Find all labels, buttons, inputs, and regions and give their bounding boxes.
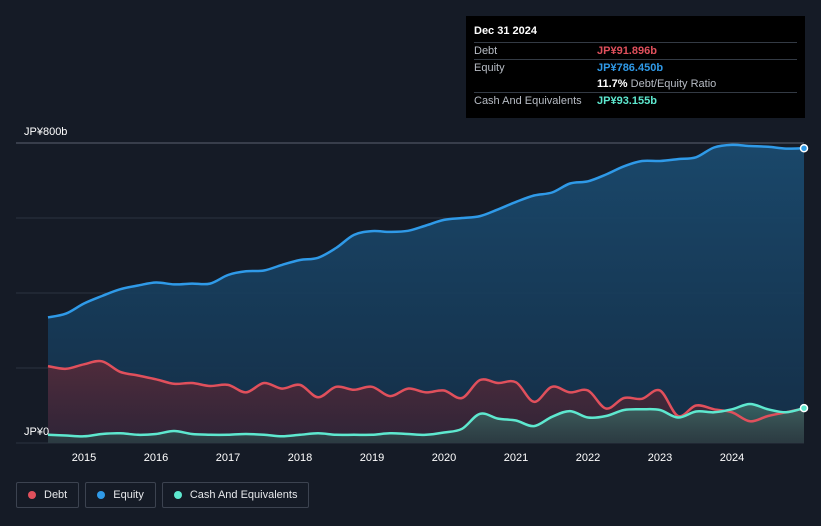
x-tick-label: 2018 — [288, 452, 312, 464]
tooltip-value-ratio: 11.7% Debt/Equity Ratio — [597, 76, 716, 92]
x-tick-label: 2016 — [144, 452, 168, 464]
legend-label-equity: Equity — [113, 489, 144, 501]
legend-label-debt: Debt — [44, 489, 68, 501]
x-axis-ticks: 2015 2016 2017 2018 2019 2020 2021 2022 2023 2024 — [72, 452, 744, 464]
tooltip-row-ratio: 11.7% Debt/Equity Ratio — [474, 76, 797, 92]
legend: Debt Equity Cash And Equivalents — [16, 482, 310, 508]
legend-dot-equity — [97, 491, 106, 499]
x-tick-label: 2015 — [72, 452, 96, 464]
tooltip-label-cash: Cash And Equivalents — [474, 95, 582, 107]
x-tick-label: 2023 — [648, 452, 672, 464]
tooltip-date: Dec 31 2024 — [474, 25, 537, 37]
end-marker-cash — [799, 403, 809, 413]
y-tick-top: JP¥800b — [24, 126, 67, 138]
tooltip-row-equity: Equity JP¥786.450b — [474, 59, 797, 76]
legend-item-cash[interactable]: Cash And Equivalents — [161, 482, 310, 508]
y-tick-bottom: JP¥0 — [24, 426, 49, 438]
legend-item-debt[interactable]: Debt — [16, 482, 80, 508]
tooltip-value-debt: JP¥91.896b — [597, 45, 657, 57]
tooltip-row-debt: Debt JP¥91.896b — [474, 42, 797, 59]
legend-dot-cash — [173, 491, 182, 499]
ratio-suffix: Debt/Equity Ratio — [630, 78, 717, 90]
ratio-value: 11.7% — [597, 78, 628, 90]
series-areas — [48, 144, 804, 443]
tooltip-label-debt: Debt — [474, 45, 498, 57]
legend-item-equity[interactable]: Equity — [85, 482, 156, 508]
tooltip-value-equity: JP¥786.450b — [597, 62, 664, 74]
series-lines — [47, 143, 809, 438]
line-cash — [47, 402, 805, 438]
x-tick-label: 2019 — [360, 452, 384, 464]
legend-dot-debt — [28, 491, 36, 499]
tooltip: Dec 31 2024 Debt JP¥91.896b Equity JP¥78… — [466, 16, 805, 118]
area-equity — [48, 144, 804, 443]
tooltip-label-ratio — [474, 76, 597, 92]
tooltip-value-cash: JP¥93.155b — [597, 95, 657, 107]
tooltip-row-cash: Cash And Equivalents JP¥93.155b — [474, 92, 797, 109]
x-tick-label: 2021 — [504, 452, 528, 464]
x-tick-label: 2017 — [216, 452, 240, 464]
tooltip-label-equity: Equity — [474, 62, 505, 74]
legend-label-cash: Cash And Equivalents — [189, 489, 298, 501]
x-tick-label: 2024 — [720, 452, 744, 464]
line-equity — [47, 143, 805, 319]
line-debt — [47, 359, 805, 423]
x-tick-label: 2022 — [576, 452, 600, 464]
x-tick-label: 2020 — [432, 452, 456, 464]
end-marker-equity — [799, 144, 809, 153]
